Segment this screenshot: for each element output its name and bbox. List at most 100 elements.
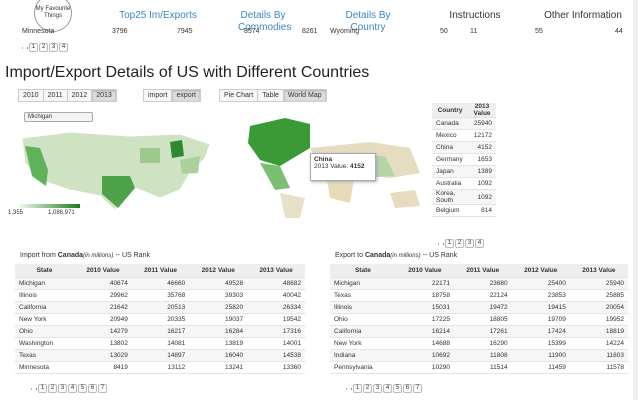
page-button[interactable]: 3 — [58, 384, 67, 393]
page-button[interactable]: 4 — [68, 384, 77, 393]
column-header[interactable]: 2010 Value — [395, 264, 454, 278]
table-row: Belgium 814 — [432, 204, 496, 217]
header-row: State 2010 Value 2011 Value 2012 Value 2013 … — [15, 264, 305, 278]
nav-link[interactable]: Instructions — [449, 10, 501, 21]
page-button[interactable]: 2 — [363, 384, 372, 393]
cell: 11514 — [453, 361, 512, 374]
table-row: Michigan 40674 46660 49528 48682 — [15, 277, 305, 290]
cell: 46660 — [131, 277, 190, 290]
cell: 35768 — [131, 289, 190, 302]
cell: 16040 — [189, 349, 248, 362]
column-header[interactable]: 2013 Value — [468, 103, 496, 118]
button[interactable]: export — [171, 89, 201, 102]
cell: 22124 — [453, 289, 512, 302]
nav-link[interactable]: Other Information — [544, 10, 622, 21]
cell: Wyoming — [330, 28, 360, 35]
column-header[interactable]: Country — [432, 103, 469, 118]
state-select[interactable]: Michigan — [24, 112, 93, 122]
page-button[interactable]: 6 — [88, 384, 97, 393]
cell: 22171 — [395, 277, 454, 290]
page-button[interactable]: 2 — [39, 43, 48, 52]
button[interactable]: import — [143, 89, 173, 102]
cell: 8261 — [302, 28, 318, 35]
page-button[interactable]: 2 — [48, 384, 57, 393]
cell: 39303 — [189, 289, 248, 302]
page-button[interactable]: 7 — [413, 384, 422, 393]
cell: 14897 — [131, 349, 190, 362]
column-header[interactable]: 2011 Value — [131, 264, 190, 278]
data-table: State 2010 Value 2011 Value 2012 Value 2013 … — [15, 264, 305, 374]
title-country: Canada — [364, 252, 391, 259]
page-button[interactable]: 1 — [38, 384, 47, 393]
page-button[interactable]: 3 — [49, 43, 58, 52]
cell: 814 — [468, 204, 496, 217]
page-button[interactable]: 1 — [445, 239, 454, 248]
table-row: New York 20949 20335 19037 19542 — [15, 313, 305, 326]
button[interactable]: 2010 — [18, 89, 44, 102]
prev-arrow[interactable] — [438, 242, 439, 245]
page-button[interactable]: 4 — [383, 384, 392, 393]
cell: 13112 — [131, 361, 190, 374]
tooltip-title: China — [314, 156, 333, 163]
column-header[interactable]: State — [15, 264, 75, 278]
cell: 16290 — [453, 337, 512, 350]
table-row: Canada 25940 — [432, 117, 496, 130]
page-button[interactable]: 5 — [78, 384, 87, 393]
button[interactable]: Table — [257, 89, 284, 102]
cell: 17225 — [395, 313, 454, 326]
column-header[interactable]: 2013 Value — [247, 264, 305, 278]
page-button[interactable]: 5 — [393, 384, 402, 393]
column-header[interactable]: 2012 Value — [511, 264, 570, 278]
page-button[interactable]: 1 — [29, 43, 38, 52]
export-section: Export to Canada(in millions) -- US Rank… — [330, 252, 628, 393]
column-header[interactable]: 2011 Value — [453, 264, 512, 278]
tooltip: China 2013 Value: 4152 — [310, 153, 376, 181]
title-prefix: Export to — [335, 252, 364, 259]
page-button[interactable]: 3 — [465, 239, 474, 248]
column-header[interactable]: 2010 Value — [74, 264, 132, 278]
page-button[interactable]: 1 — [353, 384, 362, 393]
page-button[interactable]: 4 — [59, 43, 68, 52]
prev-arrow[interactable] — [22, 46, 23, 49]
page-button[interactable]: 3 — [373, 384, 382, 393]
button[interactable]: 2012 — [66, 89, 93, 102]
table-row: Texas 13029 14897 16040 14538 — [15, 349, 305, 362]
prev-arrow[interactable] — [346, 387, 347, 390]
cell: 50 — [440, 28, 448, 35]
logo[interactable]: My Favourite Things — [34, 0, 72, 32]
cell: 18805 — [453, 313, 512, 326]
page-button[interactable]: 6 — [403, 384, 412, 393]
cell: 4152 — [468, 141, 496, 154]
title-unit: (in millions) — [390, 253, 421, 259]
next-arrow[interactable] — [27, 46, 28, 49]
button[interactable]: World Map — [282, 89, 327, 102]
cell: 14688 — [395, 337, 454, 350]
page-button[interactable]: 2 — [455, 239, 464, 248]
cell: 49528 — [189, 277, 248, 290]
cell: New York — [330, 337, 396, 350]
next-arrow[interactable] — [443, 242, 444, 245]
column-header[interactable]: State — [330, 264, 396, 278]
cell: Michigan — [15, 277, 75, 290]
nav-link[interactable]: Top25 Im/Exports — [119, 10, 197, 21]
nav-link[interactable]: Details By Country — [345, 10, 391, 33]
cell: 19472 — [453, 301, 512, 314]
column-header[interactable]: 2012 Value — [189, 264, 248, 278]
page-button[interactable]: 7 — [98, 384, 107, 393]
navbar: My Favourite Things Top25 Im/Exports Det… — [0, 0, 640, 33]
button[interactable]: Pie Chart — [219, 89, 259, 102]
cell: 8574 — [244, 28, 260, 35]
next-arrow[interactable] — [351, 387, 352, 390]
page-button[interactable]: 4 — [475, 239, 484, 248]
title-suffix: -- US Rank — [115, 252, 150, 259]
button[interactable]: 2011 — [42, 89, 68, 102]
table-row: California 16214 17261 17424 18819 — [330, 325, 628, 338]
button[interactable]: 2013 — [91, 89, 117, 102]
next-arrow[interactable] — [36, 387, 37, 390]
column-header[interactable]: 2013 Value — [569, 264, 628, 278]
prev-arrow[interactable] — [31, 387, 32, 390]
nav-link[interactable]: Details By Commodies — [238, 10, 292, 33]
